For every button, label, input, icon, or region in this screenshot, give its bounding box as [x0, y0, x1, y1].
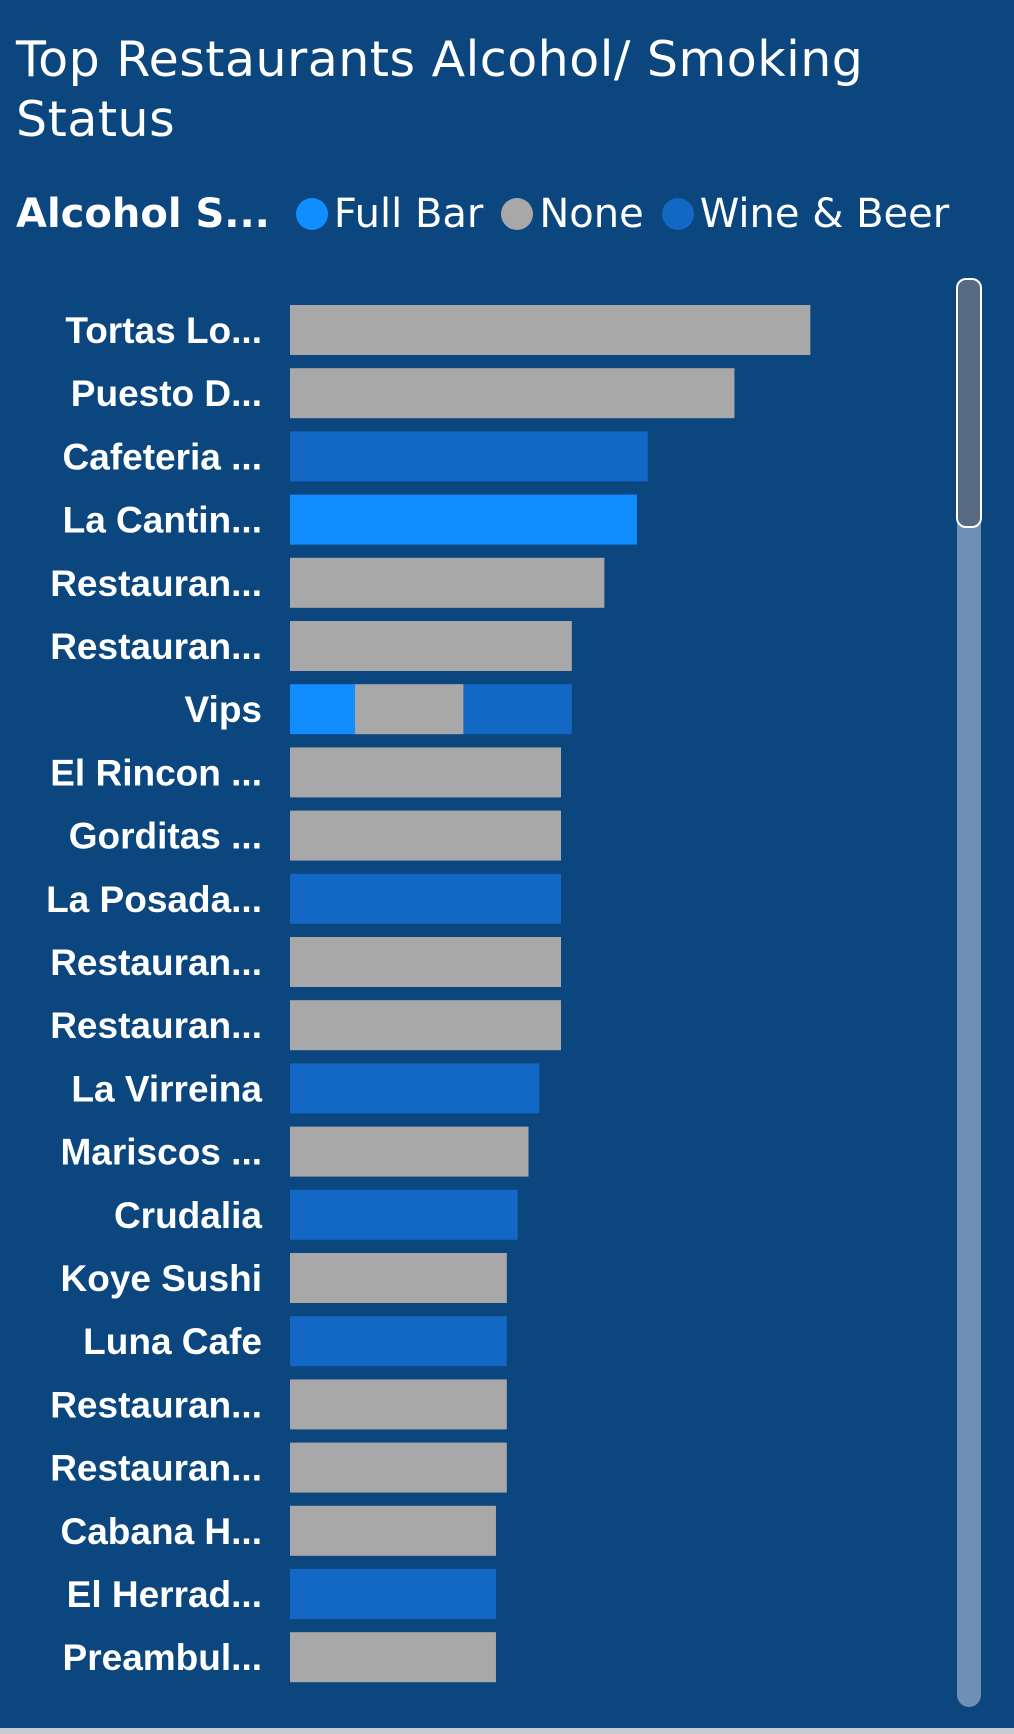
category-label: La Posada...: [46, 879, 262, 920]
category-label: Puesto D...: [71, 373, 262, 414]
legend-item-full-bar[interactable]: Full Bar: [295, 191, 484, 237]
bar-none[interactable]: [290, 305, 811, 355]
bar-none[interactable]: [290, 557, 605, 608]
bar-none[interactable]: [290, 1505, 496, 1556]
chart-title: Top Restaurants Alcohol/ Smoking Status: [16, 31, 864, 148]
legend-item-none[interactable]: None: [501, 191, 644, 237]
category-label: Restauran...: [50, 563, 262, 604]
category-label: Cabana H...: [61, 1511, 263, 1552]
bar-wine-beer[interactable]: [463, 684, 572, 735]
scrollbar-thumb[interactable]: [956, 278, 982, 528]
bar-none[interactable]: [290, 368, 735, 419]
category-label: Cafeteria ...: [63, 436, 262, 477]
category-label: Vips: [185, 689, 262, 730]
bar-wine-beer[interactable]: [290, 1063, 540, 1114]
category-label: El Rincon ...: [50, 752, 262, 793]
bar-none[interactable]: [290, 1126, 529, 1177]
legend-label-wine-beer: Wine & Beer: [699, 191, 950, 237]
legend-title: Alcohol S...: [16, 191, 270, 237]
legend: Alcohol S... Full Bar None Wine & Beer: [16, 184, 967, 244]
bar-wine-beer[interactable]: [290, 873, 561, 924]
category-label: Restauran...: [50, 1448, 262, 1489]
bar-none[interactable]: [290, 621, 572, 671]
category-label: Preambul...: [63, 1637, 262, 1678]
bar-none[interactable]: [290, 1253, 507, 1303]
bar-full-bar[interactable]: [290, 494, 637, 545]
bar-wine-beer[interactable]: [290, 1316, 507, 1367]
bar-none[interactable]: [355, 684, 464, 735]
bar-none[interactable]: [290, 1632, 496, 1683]
category-label: Koye Sushi: [61, 1258, 263, 1299]
bar-wine-beer[interactable]: [290, 1569, 496, 1619]
category-label: Crudalia: [114, 1195, 262, 1236]
category-label: Gorditas ...: [69, 816, 262, 857]
category-label: Restauran...: [50, 1005, 262, 1046]
category-label: Restauran...: [50, 942, 262, 983]
category-label: Restauran...: [50, 1384, 262, 1425]
category-label: Luna Cafe: [83, 1321, 262, 1362]
category-label: La Virreina: [71, 1068, 262, 1109]
legend-dot-wine-beer: [661, 198, 694, 230]
category-label: La Cantin...: [63, 500, 262, 541]
bar-none[interactable]: [290, 747, 561, 798]
bar-wine-beer[interactable]: [290, 1189, 518, 1240]
bar-none[interactable]: [290, 1379, 507, 1430]
bar-none[interactable]: [290, 1000, 561, 1051]
category-label: Tortas Lo...: [65, 310, 262, 351]
legend-dot-full-bar: [295, 198, 328, 230]
bar-wine-beer[interactable]: [290, 431, 648, 482]
bar-none[interactable]: [290, 937, 561, 987]
bar-chart: Tortas Lo... Puesto D... Cafeteria ... La C…: [46, 305, 811, 1683]
category-label: El Herrad...: [67, 1574, 262, 1615]
category-label: Mariscos ...: [60, 1132, 262, 1173]
bar-full-bar[interactable]: [290, 684, 356, 735]
bottom-divider: [0, 1728, 1014, 1734]
legend-label-full-bar: Full Bar: [333, 191, 484, 237]
category-label: Restauran...: [50, 626, 262, 667]
legend-dot-none: [501, 198, 534, 230]
legend-item-wine-beer[interactable]: Wine & Beer: [661, 191, 950, 237]
legend-label-none: None: [539, 191, 644, 237]
bar-none[interactable]: [290, 810, 561, 861]
bar-none[interactable]: [290, 1442, 507, 1493]
